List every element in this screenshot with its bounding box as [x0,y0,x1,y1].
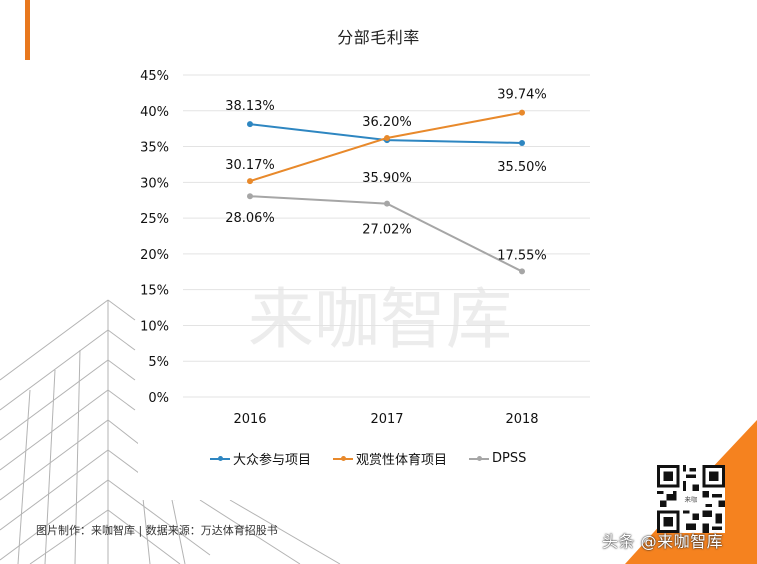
data-point-marker [519,268,525,275]
data-label: 35.90% [362,171,412,186]
x-axis-tick-label: 2016 [233,412,266,427]
data-label: 30.17% [225,158,275,173]
y-axis-tick-label: 45% [140,69,169,84]
line-marker-icon [210,455,230,461]
data-point-marker [519,109,525,116]
data-label: 17.55% [497,248,547,263]
accent-bar [25,0,30,60]
data-point-marker [519,139,525,146]
legend-item-spectator-sports: 观赏性体育项目 [333,449,447,468]
data-point-marker [384,200,390,207]
brand-watermark: 头条 @来咖智库 [602,532,724,551]
line-marker-icon [333,455,354,461]
watermark-text: 来咖智库 [248,281,512,358]
chart-legend: 大众参与项目 观赏性体育项目 DPSS [210,449,526,468]
y-axis-tick-label: 20% [140,248,169,263]
legend-item-mass-participation: 大众参与项目 [210,449,311,468]
legend-item-dpss: DPSS [469,451,526,466]
y-axis-tick-label: 0% [148,391,169,406]
x-axis-tick-label: 2017 [370,412,403,427]
data-point-marker [384,134,390,141]
legend-label: DPSS [492,451,527,466]
y-axis-tick-label: 10% [140,319,169,334]
y-axis-tick-label: 40% [140,105,169,120]
chart-title: 分部毛利率 [337,28,420,47]
footer-source-note: 图片制作：来咖智库 | 数据来源：万达体育招股书 [36,524,278,537]
x-axis-tick-label: 2018 [505,412,538,427]
data-label: 38.13% [225,99,275,114]
line-marker-icon [469,455,490,461]
data-label: 28.06% [225,211,275,226]
legend-label: 大众参与项目 [233,453,312,468]
data-label: 35.50% [497,160,547,175]
data-label: 36.20% [362,115,412,130]
y-axis-tick-label: 30% [140,176,169,191]
y-axis-tick-label: 25% [140,212,169,227]
y-axis-tick-label: 35% [140,141,169,156]
qr-code-image: 来咖 [657,465,725,533]
svg-text:来咖: 来咖 [685,495,698,504]
y-axis-tick-label: 15% [140,284,169,299]
data-point-marker [247,193,253,200]
data-label: 27.02% [362,223,412,238]
y-axis-tick-label: 5% [148,355,169,370]
data-label: 39.74% [497,88,547,103]
data-point-marker [247,121,253,128]
data-point-marker [247,178,253,185]
legend-label: 观赏性体育项目 [356,453,448,468]
